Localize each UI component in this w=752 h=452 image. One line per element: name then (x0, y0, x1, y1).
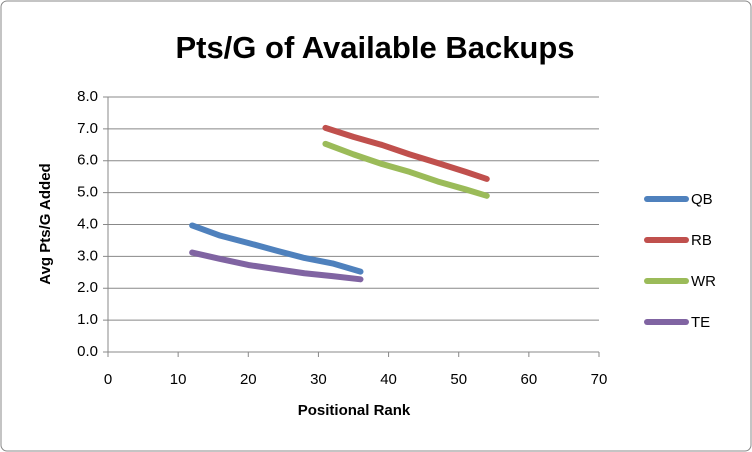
series-line (189, 222, 364, 275)
x-tick-label: 20 (240, 371, 257, 388)
x-tick-label: 50 (450, 371, 467, 388)
legend-label: QB (691, 191, 713, 208)
y-tick-label: 0.0 (77, 343, 98, 360)
y-tick-label: 7.0 (77, 120, 98, 137)
y-tick-label: 8.0 (77, 88, 98, 105)
chart-title: Pts/G of Available Backups (175, 30, 574, 65)
x-tick-label: 40 (380, 371, 397, 388)
x-tick-label: 30 (310, 371, 327, 388)
y-tick-label: 5.0 (77, 184, 98, 201)
y-tick-label: 6.0 (77, 152, 98, 169)
x-tick-label: 0 (104, 371, 112, 388)
x-tick-label: 70 (591, 371, 608, 388)
legend-label: TE (691, 314, 710, 331)
x-axis-title: Positional Rank (298, 402, 411, 419)
legend-label: WR (691, 273, 716, 290)
y-tick-label: 3.0 (77, 247, 98, 264)
y-tick-label: 2.0 (77, 279, 98, 296)
x-tick-label: 10 (170, 371, 187, 388)
legend-label: RB (691, 232, 712, 249)
y-tick-label: 4.0 (77, 215, 98, 232)
x-tick-label: 60 (521, 371, 538, 388)
series-line (322, 140, 490, 199)
series-line (322, 124, 490, 182)
y-axis-title: Avg Pts/G Added (37, 163, 54, 284)
series-line (189, 249, 364, 283)
y-tick-label: 1.0 (77, 311, 98, 328)
